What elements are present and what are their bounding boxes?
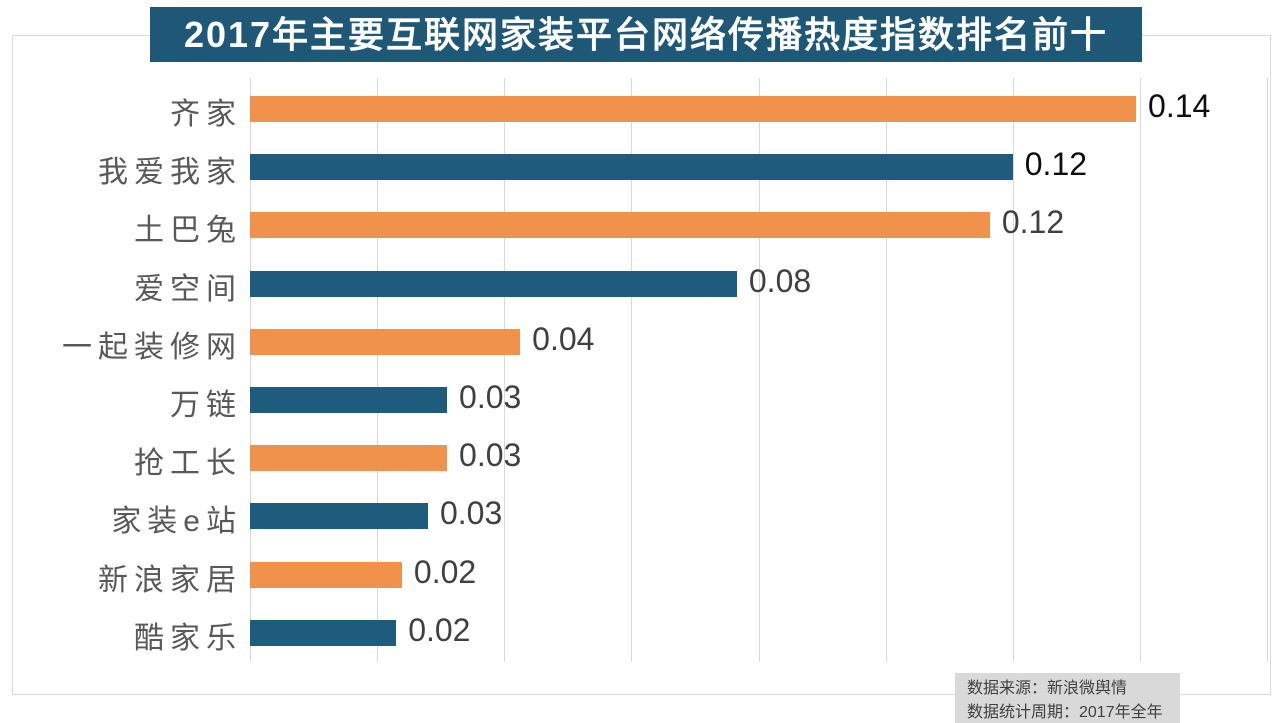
- bar-value-label: 0.04: [532, 320, 595, 357]
- bar-value-label: 0.03: [459, 379, 522, 415]
- bar-value-label: 0.03: [459, 437, 522, 474]
- gridline: [1139, 78, 1141, 662]
- bar-5: [250, 328, 521, 355]
- gridline: [1012, 78, 1014, 662]
- data-source-line: 数据来源：新浪微舆情: [967, 680, 1128, 697]
- gridline: [885, 78, 887, 662]
- bar-1: [250, 96, 1137, 122]
- category-label: 我爱我家: [98, 156, 242, 190]
- bar-value-label: 0.14: [1148, 88, 1211, 124]
- category-label: 土巴兔: [134, 214, 242, 248]
- category-label: 抢工长: [134, 447, 242, 481]
- data-period-line: 数据统计周期：2017年全年: [967, 704, 1163, 721]
- bar-value-label: 0.03: [439, 495, 503, 532]
- category-label: 齐家: [170, 98, 242, 131]
- gridline: [250, 78, 251, 662]
- bar-10: [250, 619, 397, 646]
- bar-2: [250, 154, 1013, 181]
- category-label: 万链: [170, 389, 242, 422]
- gridline: [758, 78, 760, 662]
- gridline: [377, 78, 379, 662]
- category-label: 一起装修网: [62, 330, 242, 364]
- chart-area-border: [12, 35, 1271, 695]
- gridline: [631, 78, 633, 662]
- bar-3: [250, 212, 990, 239]
- bar-value-label: 0.02: [413, 553, 477, 590]
- bar-value-label: 0.08: [748, 262, 812, 299]
- category-label: 新浪家居: [98, 563, 242, 597]
- bar-4: [250, 270, 737, 297]
- bar-9: [250, 561, 402, 588]
- bar-6: [250, 387, 448, 413]
- gridline: [1267, 78, 1268, 662]
- bar-7: [250, 445, 448, 472]
- category-label: 酷家乐: [134, 621, 242, 655]
- bar-8: [250, 503, 428, 530]
- chart-title: 2017年主要互联网家装平台网络传播热度指数排名前十: [150, 7, 1142, 62]
- bar-value-label: 0.12: [1024, 146, 1088, 183]
- bar-value-label: 0.02: [408, 611, 471, 648]
- gridline: [504, 78, 506, 662]
- category-label: 家装e站: [111, 505, 242, 539]
- bar-value-label: 0.12: [1001, 204, 1065, 241]
- data-source-note: 数据来源：新浪微舆情 数据统计周期：2017年全年: [955, 673, 1180, 723]
- category-label: 爱空间: [134, 272, 242, 306]
